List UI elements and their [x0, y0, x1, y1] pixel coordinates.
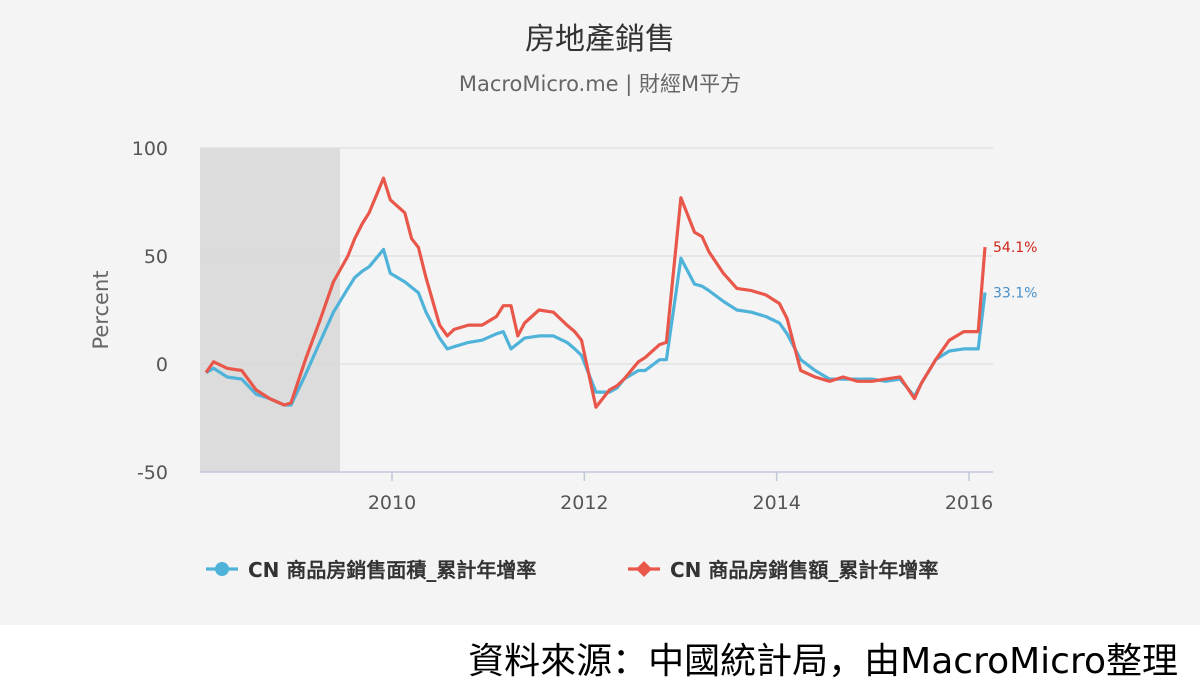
y-tick-label: 50 — [144, 246, 168, 268]
legend-label-1: CN 商品房銷售面積_累計年增率 — [248, 558, 536, 582]
line-chart: 100 50 0 -50 2010 2012 2014 2016 Percent 33.1% 54.… — [89, 138, 1037, 582]
x-tick-label: 2016 — [945, 492, 993, 514]
x-tick-label: 2012 — [560, 492, 608, 514]
y-tick-label: 0 — [156, 354, 168, 376]
legend-marker-circle — [215, 562, 229, 576]
y-tick-label: -50 — [137, 462, 168, 484]
series-end-label-2: 54.1% — [993, 240, 1037, 256]
source-note: 資料來源：中國統計局，由MacroMicro整理 — [468, 641, 1178, 682]
y-tick-label: 100 — [132, 138, 168, 160]
series-end-label-1: 33.1% — [993, 286, 1037, 302]
x-tick-label: 2014 — [752, 492, 800, 514]
x-tick-label: 2010 — [368, 492, 416, 514]
shaded-region — [200, 148, 340, 472]
chart-subtitle: MacroMicro.me | 財經M平方 — [458, 72, 742, 96]
series-line-2 — [204, 176, 987, 409]
chart-title: 房地產銷售 — [525, 22, 675, 57]
y-axis-label: Percent — [89, 270, 113, 349]
legend-label-2: CN 商品房銷售額_累計年增率 — [670, 558, 938, 582]
legend-marker-diamond — [636, 561, 652, 577]
